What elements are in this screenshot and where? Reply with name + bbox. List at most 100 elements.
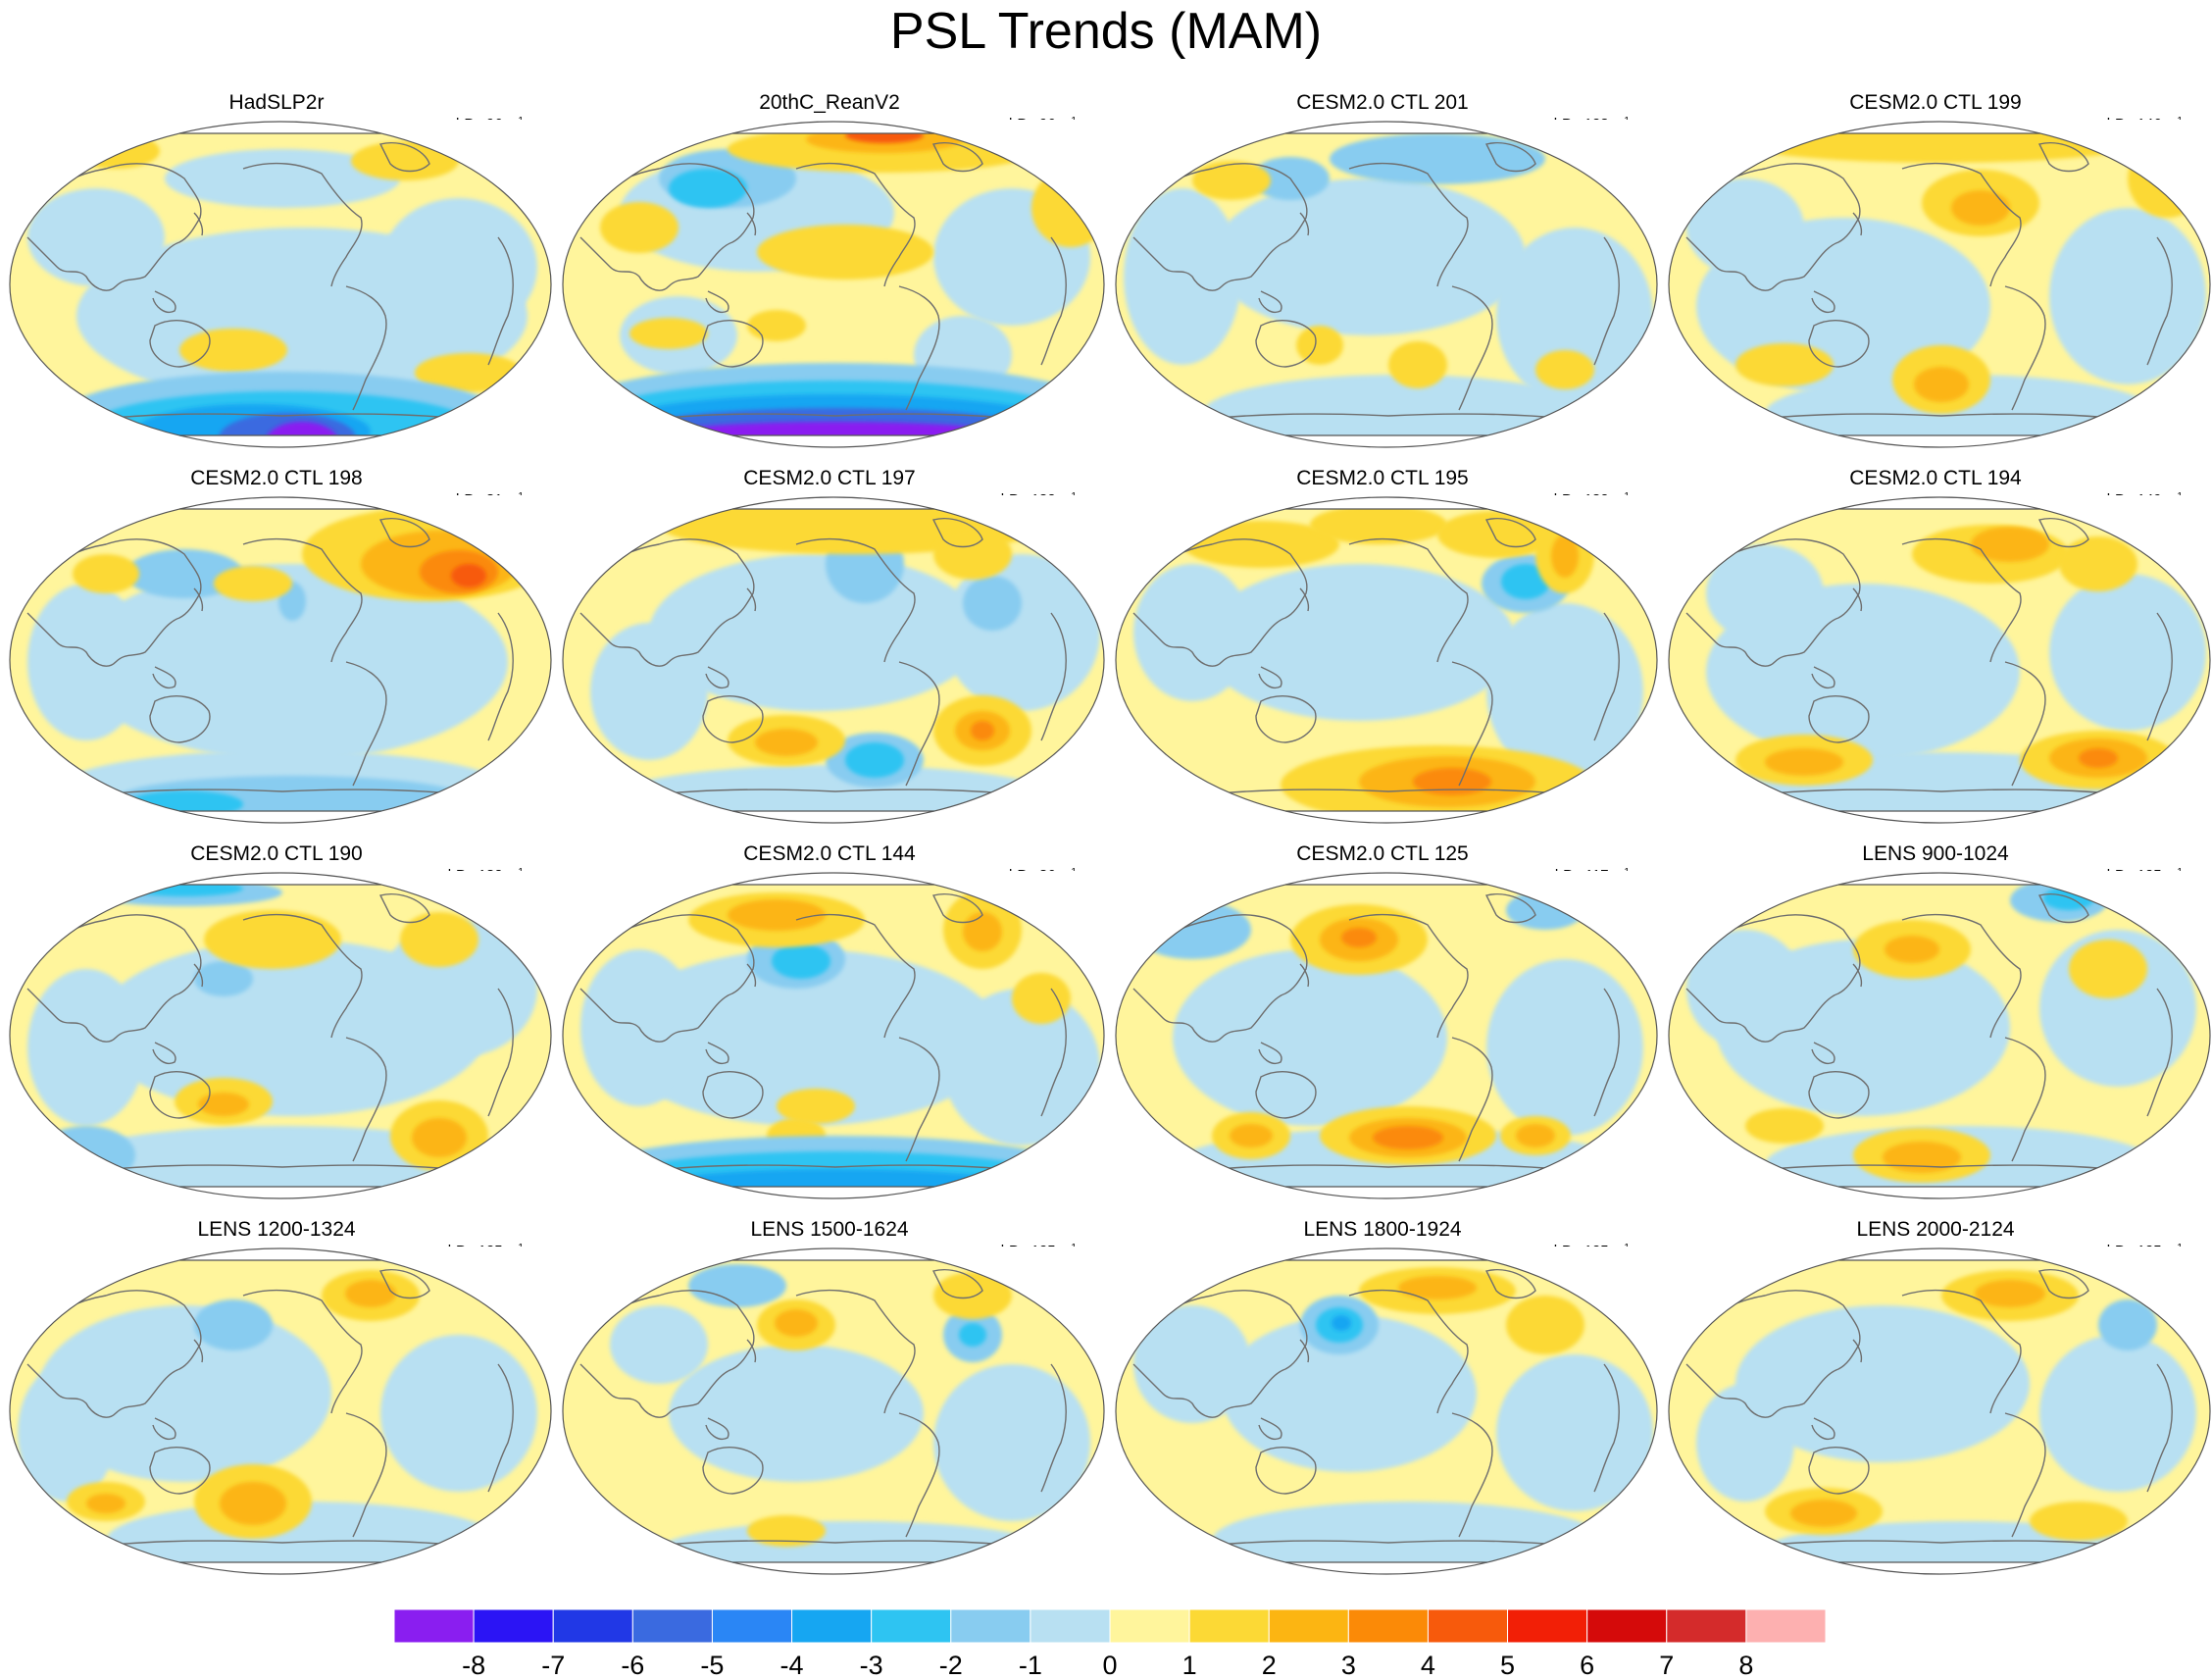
colorbar-swatch bbox=[1666, 1609, 1747, 1644]
map-outline bbox=[562, 872, 1105, 1199]
coastline bbox=[1685, 914, 1861, 1043]
map-outline bbox=[562, 496, 1105, 824]
trend-contour bbox=[2128, 139, 2206, 218]
coastline bbox=[898, 661, 940, 787]
projection-cap bbox=[1114, 1187, 1659, 1200]
projection-cap bbox=[1114, 811, 1659, 825]
coastline bbox=[2037, 1269, 2089, 1299]
coastline bbox=[1685, 1290, 1861, 1418]
panel-title: CESM2.0 CTL 197 bbox=[743, 467, 916, 489]
trend-contour bbox=[1535, 350, 1594, 389]
coastline bbox=[579, 1290, 755, 1418]
trend-contour bbox=[27, 969, 145, 1126]
trend-contour bbox=[772, 943, 830, 979]
coastline bbox=[487, 236, 514, 366]
trend-contour bbox=[451, 564, 486, 587]
trend-map bbox=[1667, 120, 2212, 449]
trend-contour bbox=[1212, 178, 1526, 335]
trend-contour bbox=[1437, 511, 1555, 558]
trend-contour bbox=[1971, 527, 2049, 562]
coastline bbox=[1255, 695, 1317, 743]
colorbar-label: -2 bbox=[939, 1651, 963, 1678]
trend-contour bbox=[351, 141, 459, 180]
coastline bbox=[898, 1412, 940, 1538]
coastline bbox=[1258, 666, 1282, 688]
projection-cap bbox=[561, 120, 1106, 133]
trend-map bbox=[8, 871, 553, 1200]
coastline bbox=[1348, 913, 1469, 1039]
coastline bbox=[193, 1339, 204, 1363]
trend-contour bbox=[1373, 1126, 1443, 1149]
panel-title: CESM2.0 CTL 125 bbox=[1296, 842, 1469, 865]
trend-contour bbox=[1975, 1280, 2045, 1307]
trend-contour bbox=[747, 310, 806, 341]
map-panel: LENS 1800-19241800-1924hPa 125yr-1 bbox=[1106, 1217, 1659, 1594]
coastline bbox=[345, 1412, 387, 1538]
trend-contour bbox=[963, 912, 1002, 951]
trend-contour bbox=[755, 729, 818, 756]
projection-cap bbox=[1667, 435, 2212, 449]
trend-contour bbox=[688, 1264, 786, 1307]
colorbar-label: 6 bbox=[1580, 1651, 1594, 1678]
panel-title: LENS 1800-1924 bbox=[1303, 1218, 1462, 1241]
projection-cap bbox=[8, 1562, 553, 1576]
trend-contour bbox=[1883, 1142, 1961, 1173]
trend-contour bbox=[669, 1345, 924, 1482]
coastline bbox=[705, 1042, 729, 1064]
trend-contour bbox=[1133, 900, 1251, 959]
colorbar-swatch bbox=[791, 1609, 873, 1644]
coastline bbox=[746, 963, 757, 988]
coastline bbox=[702, 1447, 764, 1495]
trend-contour bbox=[1230, 1124, 1273, 1147]
trend-contour bbox=[933, 1364, 1090, 1521]
coastline bbox=[378, 893, 430, 924]
trend-contour bbox=[757, 225, 933, 280]
trend-contour bbox=[204, 910, 341, 969]
projection-cap bbox=[561, 811, 1106, 825]
trend-contour bbox=[777, 1089, 855, 1124]
colorbar-swatch bbox=[1745, 1609, 1826, 1644]
map-outline bbox=[1115, 496, 1658, 824]
coastline bbox=[152, 1417, 176, 1440]
projection-cap bbox=[1114, 120, 1659, 133]
trend-contour bbox=[590, 623, 708, 760]
trend-contour bbox=[629, 318, 708, 349]
coastline bbox=[1593, 612, 1620, 741]
colorbar-label: 8 bbox=[1738, 1651, 1753, 1678]
coastline bbox=[931, 1269, 983, 1299]
trend-map bbox=[561, 495, 1106, 825]
colorbar-label: -5 bbox=[700, 1651, 724, 1678]
colorbar-label: 1 bbox=[1182, 1651, 1197, 1678]
coastline bbox=[795, 913, 916, 1039]
coastline bbox=[1258, 1417, 1282, 1440]
trend-contour bbox=[1914, 367, 1969, 402]
trend-contour bbox=[1765, 748, 1843, 776]
trend-contour bbox=[1745, 1108, 1824, 1144]
coastline bbox=[2037, 518, 2089, 548]
trend-contour bbox=[2039, 1335, 2196, 1492]
trend-contour bbox=[649, 554, 982, 711]
coastline bbox=[1901, 1289, 2022, 1414]
trend-contour bbox=[963, 576, 1022, 631]
colorbar-swatch bbox=[1188, 1609, 1270, 1644]
coastline bbox=[1811, 666, 1835, 688]
map-panel: CESM2.0 CTL 19420-168hPa 149yr-1 bbox=[1659, 466, 2212, 842]
coastline bbox=[242, 913, 363, 1039]
map-outline bbox=[1115, 1247, 1658, 1575]
coastline bbox=[1255, 1447, 1317, 1495]
trend-contour bbox=[775, 1309, 818, 1337]
colorbar-swatch bbox=[1427, 1609, 1509, 1644]
coastline bbox=[1348, 1289, 1469, 1414]
coastline bbox=[1852, 587, 1863, 612]
projection-cap bbox=[8, 811, 553, 825]
coastline bbox=[26, 163, 202, 291]
coastline bbox=[746, 1339, 757, 1363]
map-outline bbox=[1668, 872, 2211, 1199]
trend-contour bbox=[1516, 1124, 1555, 1147]
panel-title: CESM2.0 CTL 190 bbox=[190, 842, 363, 865]
coastline bbox=[705, 290, 729, 313]
coastline bbox=[345, 1037, 387, 1162]
trend-contour bbox=[1124, 188, 1241, 365]
coastline bbox=[1451, 661, 1493, 787]
coastline bbox=[1901, 537, 2022, 663]
